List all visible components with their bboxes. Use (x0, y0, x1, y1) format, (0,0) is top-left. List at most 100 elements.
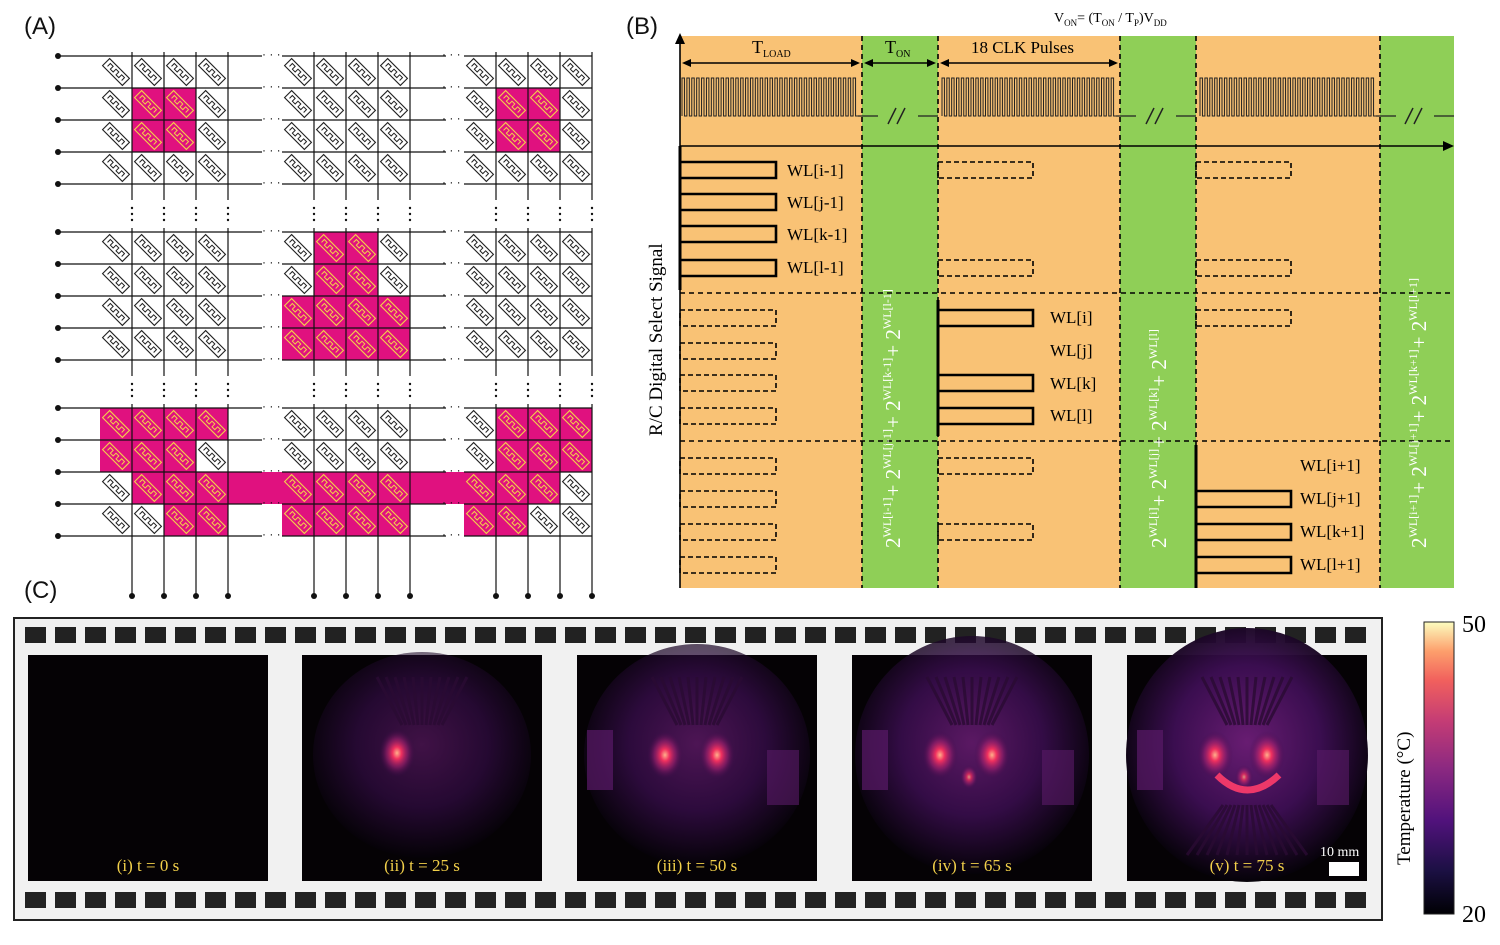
heater-trace (1253, 804, 1269, 856)
cell-resistor (107, 126, 126, 145)
vertical-ellipsis (590, 394, 594, 398)
wl-labels-group-2: WL[i] WL[j] WL[k] WL[l] (1050, 308, 1096, 425)
vertical-ellipsis (494, 382, 498, 386)
inactive-pulse (679, 374, 777, 392)
cell-resistor (289, 126, 308, 145)
cell-outline (379, 505, 409, 535)
cell-resistor (353, 158, 372, 177)
sprocket-hole (1165, 627, 1186, 643)
cell-resistor (535, 510, 554, 529)
memristor-cell (165, 57, 195, 87)
cell-outline (347, 473, 377, 503)
memristor-cell (283, 409, 313, 439)
memristor-cell (561, 505, 591, 535)
heater-trace (1225, 804, 1241, 856)
time-axis-arrow (1443, 141, 1454, 151)
row-terminal (55, 357, 61, 363)
cell-outline (133, 153, 163, 183)
crossbar-array-diagram: · · · · · · · · · · · · · · · · · · · · · · · ·… (55, 47, 595, 599)
selected-cell (282, 296, 314, 328)
clk-pulses-label: 18 CLK Pulses (971, 38, 1074, 57)
vertical-ellipsis (226, 212, 230, 216)
memristor-cell (529, 473, 559, 503)
cell-resistor (203, 334, 222, 353)
cell-outline (497, 153, 527, 183)
cell-resistor (385, 446, 404, 465)
cell-resistor (107, 62, 126, 81)
memristor-cell (497, 297, 527, 327)
vertical-ellipsis (194, 206, 198, 210)
break-mark (1154, 107, 1164, 125)
cell-resistor (471, 510, 490, 529)
memristor-cell (101, 505, 131, 535)
memristor-cell (465, 153, 495, 183)
ellipsis: · · · (262, 47, 281, 61)
sprocket-hole (625, 627, 646, 643)
vertical-ellipsis (526, 394, 530, 398)
cell-outline (561, 153, 591, 183)
cell-resistor (353, 126, 372, 145)
memristor-cell (283, 297, 313, 327)
cell-resistor (385, 62, 404, 81)
cell-outline (561, 329, 591, 359)
vertical-ellipsis (558, 388, 562, 392)
ellipsis: · · · (262, 319, 281, 333)
cell-resistor (289, 478, 308, 497)
row-terminal (55, 469, 61, 475)
heater-trace (393, 676, 412, 726)
cell-outline (465, 441, 495, 471)
memristor-cell (165, 265, 195, 295)
memristor-cell (101, 297, 131, 327)
cell-resistor (567, 446, 586, 465)
memristor-cell (283, 233, 313, 263)
memristor-cell (197, 297, 227, 327)
sprocket-hole (295, 627, 316, 643)
inactive-pulse (679, 457, 777, 475)
sum-equation: 2WL[i+1] + 2WL[j+1] + 2WL[k+1] + 2WL[l+1… (1406, 278, 1431, 548)
wl-label: WL[k-1] (787, 225, 847, 244)
cell-outline (497, 409, 527, 439)
memristor-cell (197, 89, 227, 119)
cell-resistor (471, 158, 490, 177)
cell-outline (465, 89, 495, 119)
memristor-cell (379, 473, 409, 503)
cell-outline (465, 265, 495, 295)
memristor-cell (465, 441, 495, 471)
timing-diagram: TLOAD TON 18 CLK Pulses VON= (TON / TP)V… (646, 11, 1454, 588)
cell-outline (529, 57, 559, 87)
cell-outline (347, 265, 377, 295)
sprocket-hole (1315, 892, 1336, 908)
cell-outline (315, 297, 345, 327)
selected-cell (528, 408, 560, 440)
memristor-cell (347, 297, 377, 327)
cell-resistor (321, 238, 340, 257)
heater-trace (411, 676, 420, 726)
heater-trace (1185, 804, 1225, 856)
cell-resistor (139, 270, 158, 289)
heater-trace (1261, 676, 1285, 726)
colorbar (1423, 621, 1455, 915)
inactive-pulse (679, 309, 777, 327)
vertical-ellipsis (558, 394, 562, 398)
selected-cell (378, 328, 410, 360)
memristor-cell (561, 233, 591, 263)
vertical-ellipsis (194, 394, 198, 398)
cell-resistor (503, 446, 522, 465)
cell-resistor (107, 238, 126, 257)
memristor-cell (347, 121, 377, 151)
cell-resistor (203, 446, 222, 465)
selected-cell (496, 120, 528, 152)
cell-resistor (139, 446, 158, 465)
memristor-cell (315, 473, 345, 503)
sprocket-hole (355, 892, 376, 908)
hot-spot (922, 731, 958, 779)
vertical-ellipsis (558, 218, 562, 222)
scale-bar (1329, 862, 1359, 876)
column-terminal (557, 593, 563, 599)
cell-outline (101, 329, 131, 359)
memristor-cell (379, 329, 409, 359)
cell-resistor (471, 238, 490, 257)
heater-trace (711, 676, 735, 726)
ellipsis: · · · (262, 495, 281, 509)
cell-resistor (139, 414, 158, 433)
